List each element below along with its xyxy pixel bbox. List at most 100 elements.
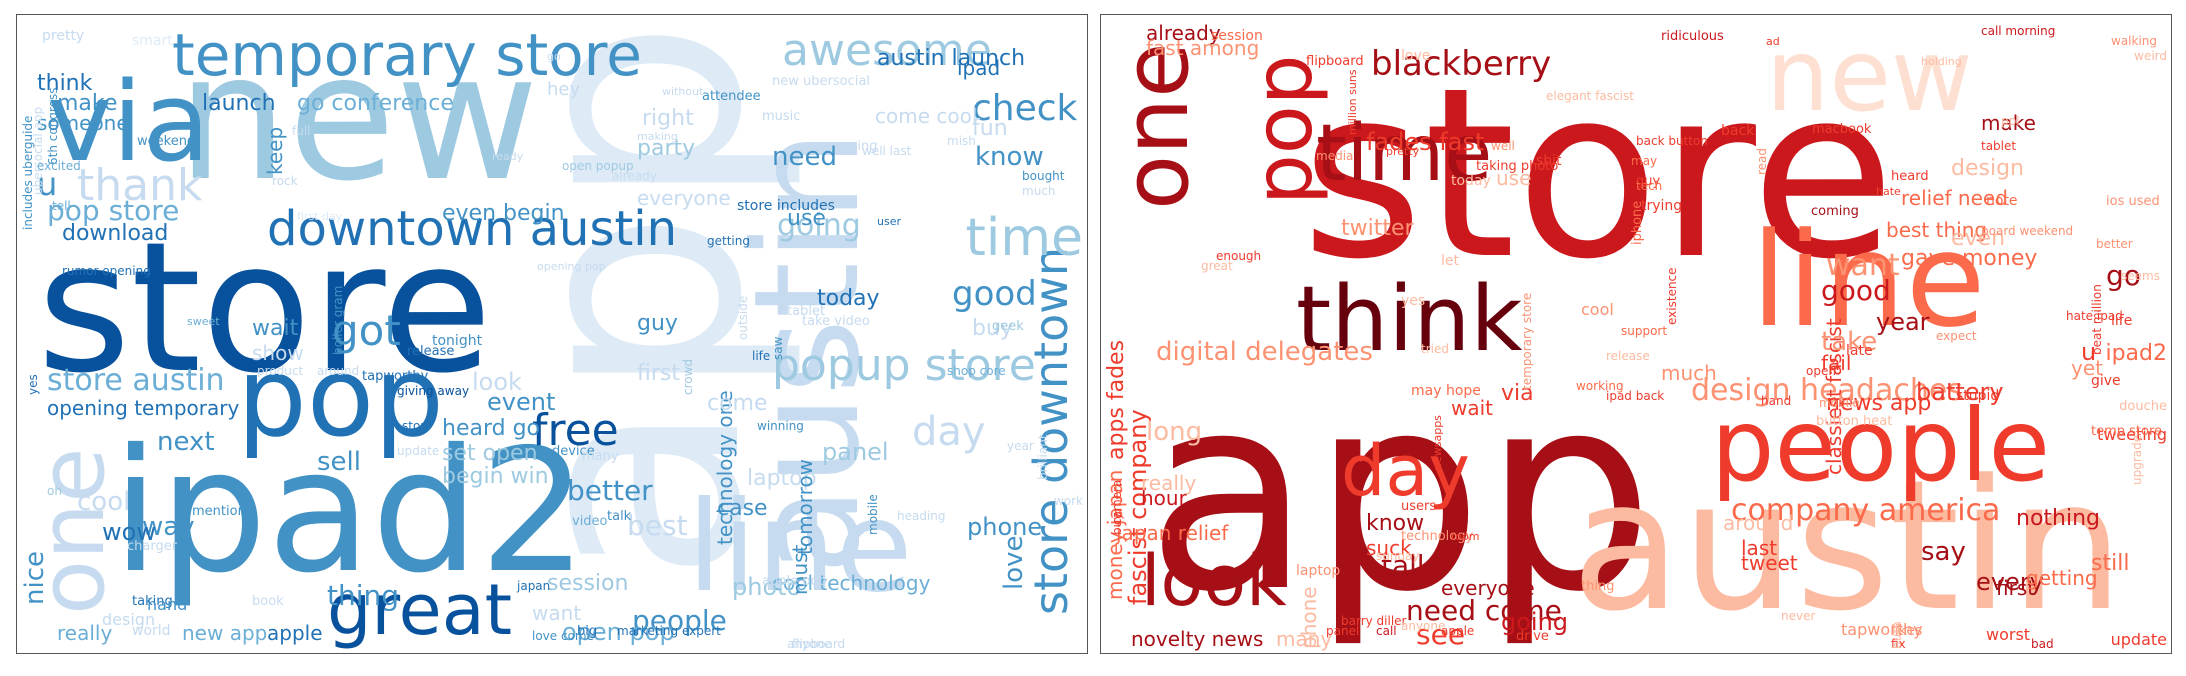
word-next: next (157, 427, 215, 457)
word-yet: yet (2071, 356, 2103, 380)
word-go: go (547, 50, 561, 63)
word-first: first (637, 361, 680, 386)
word-much: much (1661, 361, 1717, 385)
word-download: download (62, 221, 168, 246)
word-popup-store: popup store (772, 340, 1036, 391)
word-fail: fail (1821, 351, 1851, 375)
word-last: last (1741, 536, 1777, 560)
word-better: better (2096, 237, 2133, 251)
word-line: line (687, 475, 913, 620)
word-tapworthy: tapworthy (362, 369, 429, 384)
word-love: love (999, 535, 1029, 590)
word-ipad2: ipad2 (112, 413, 587, 611)
word-people: people (1711, 387, 2050, 504)
word-launch: launch (202, 91, 276, 116)
word-know: know (1366, 511, 1424, 536)
word-store: store (1301, 38, 1895, 311)
word-japan-relief: japan relief (1115, 521, 1229, 545)
word-device: device (552, 444, 595, 459)
word-yes: yes (26, 374, 40, 395)
word-mobile: mobile (1819, 396, 1860, 410)
word-release: release (1606, 349, 1650, 363)
word-pretty: pretty (42, 28, 84, 44)
word-smart: smart (132, 33, 173, 49)
word-make: make (57, 91, 117, 116)
word-going: going (777, 208, 861, 243)
word-opening-temporary: opening temporary (47, 396, 239, 420)
word-long: long (1146, 417, 1202, 447)
word-good: good (952, 274, 1037, 314)
word-attendee: attendee (702, 89, 761, 104)
word-cool-technology: cool technology (772, 571, 931, 595)
word-apple-pop: apple pop (762, 574, 827, 589)
word-bad: bad (2031, 637, 2054, 651)
word-tomorrow: tomorrow (793, 459, 817, 555)
word-design: design (1951, 156, 2024, 181)
word-day: day (1341, 430, 1470, 512)
word-pretty: pretty (1386, 145, 1420, 158)
word-room: room (1451, 530, 1479, 543)
word-life: life (2111, 313, 2132, 329)
word-technology-one: technology one (713, 390, 737, 545)
word-tonight: tonight (432, 333, 483, 349)
word-classiest-fascist: classiest fascist (1822, 318, 1846, 475)
word-guy: guy (637, 311, 678, 336)
word-many: many (582, 449, 619, 464)
word-coming: coming (1811, 204, 1859, 219)
word-well: well (1491, 139, 1515, 153)
word-store-downtown: store downtown (1024, 247, 1078, 615)
word-even: even (1951, 226, 2005, 251)
word-pop: pop (1237, 54, 1330, 205)
word-brilliant: brilliant (1036, 434, 1050, 480)
word-hey: hey (547, 79, 580, 100)
word-u: u (2081, 338, 2096, 366)
word-austin: austin (1571, 442, 2124, 651)
word-camera: camera (1110, 480, 1124, 525)
word-love-come: love come (532, 629, 594, 643)
word-late: late (1846, 343, 1873, 359)
word-user: user (877, 215, 901, 228)
word-talk: talk (1381, 549, 1434, 582)
word-wait: wait (1451, 396, 1493, 420)
word-ipad: ipad (957, 56, 1000, 80)
word-look: look (1141, 540, 1287, 622)
word-wait: wait (252, 316, 299, 341)
word-ipad-back: ipad back (1606, 389, 1664, 403)
word-heard: heard (1891, 169, 1929, 184)
word-cool: cool (77, 487, 130, 517)
word-come-cool: come cool (875, 104, 977, 128)
word-taking-photo: taking photo (1476, 159, 1558, 174)
word-around: around (1723, 511, 1793, 535)
word-today: today (817, 286, 880, 311)
word-u: u (37, 165, 57, 203)
word-need-come: need come (1406, 594, 1562, 627)
word-barry-diller: barry diller (1341, 614, 1407, 628)
word-time: time (1316, 109, 1492, 199)
word-many: many (1276, 627, 1332, 651)
word-users: users (1401, 499, 1436, 514)
word-ubersocial-app: ubersocial app (31, 107, 45, 195)
word-existence: existence (1665, 267, 1679, 325)
word-making: making (637, 130, 678, 143)
word-look: look (472, 368, 522, 396)
word-phone: phone (1297, 586, 1321, 649)
word-apple: apple (1441, 624, 1474, 638)
word-flipboard: flipboard (792, 637, 845, 651)
word-geek: geek (992, 319, 1024, 334)
word-going: going (1501, 608, 1568, 636)
word-right: right (642, 106, 694, 131)
word-company-america: company america (1731, 493, 2000, 528)
word-go-conference: go conference (297, 91, 454, 116)
word-austin: austin (723, 130, 892, 575)
word-ridiculous: ridiculous (1661, 29, 1724, 44)
word-someone: someone (37, 111, 129, 135)
word-day: day (912, 409, 986, 455)
word-use: use (787, 206, 826, 231)
word-million-suns: million suns (1346, 69, 1359, 135)
word-new: new (177, 17, 539, 220)
word-getting: getting (707, 234, 750, 248)
word-hate-ipad: hate ipad (2066, 309, 2123, 323)
word-stop: stop (402, 419, 428, 433)
word-big: big (577, 624, 597, 639)
word-tapworthy: tapworthy (1841, 620, 1923, 639)
